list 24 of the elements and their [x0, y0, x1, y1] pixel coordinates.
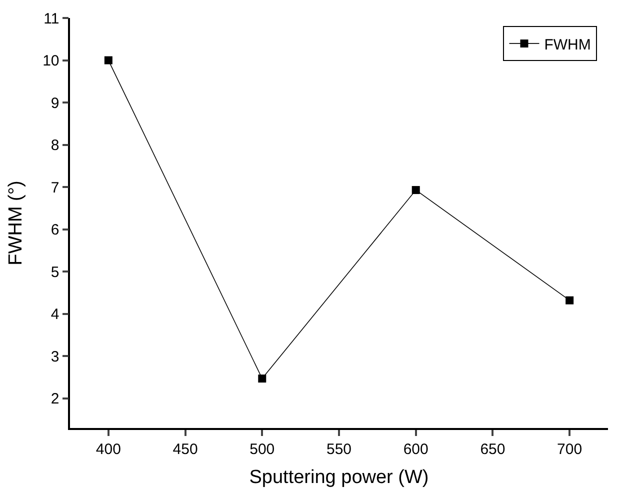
y-tick-label: 7	[50, 179, 60, 196]
x-tick-label: 400	[96, 440, 121, 458]
x-tick-label: 500	[250, 440, 275, 458]
point	[258, 374, 266, 383]
y-tick-label: 11	[44, 10, 60, 28]
y-tick-label: 2	[50, 390, 60, 408]
x-tick-label: 700	[557, 440, 582, 458]
x-axis-title: Sputtering power (W)	[249, 467, 429, 488]
x-tick-label: 650	[480, 440, 506, 458]
point	[104, 56, 112, 64]
point	[412, 186, 420, 194]
y-tick-label: 8	[50, 137, 60, 154]
y-tick-label: 6	[50, 222, 60, 239]
y-axis-title: FWHM (°)	[6, 180, 26, 266]
x-tick-label: 450	[172, 440, 198, 458]
y-tick-label: 9	[50, 94, 60, 112]
x-tick-label: 600	[403, 440, 428, 458]
point	[566, 296, 574, 304]
legend-label: FWHM	[544, 36, 591, 54]
y-tick-label: 10	[42, 52, 60, 70]
y-tick-label: 5	[50, 264, 60, 281]
y-tick-label: 3	[50, 348, 60, 366]
x-tick-label: 550	[326, 440, 352, 458]
y-tick-label: 4	[50, 306, 60, 324]
